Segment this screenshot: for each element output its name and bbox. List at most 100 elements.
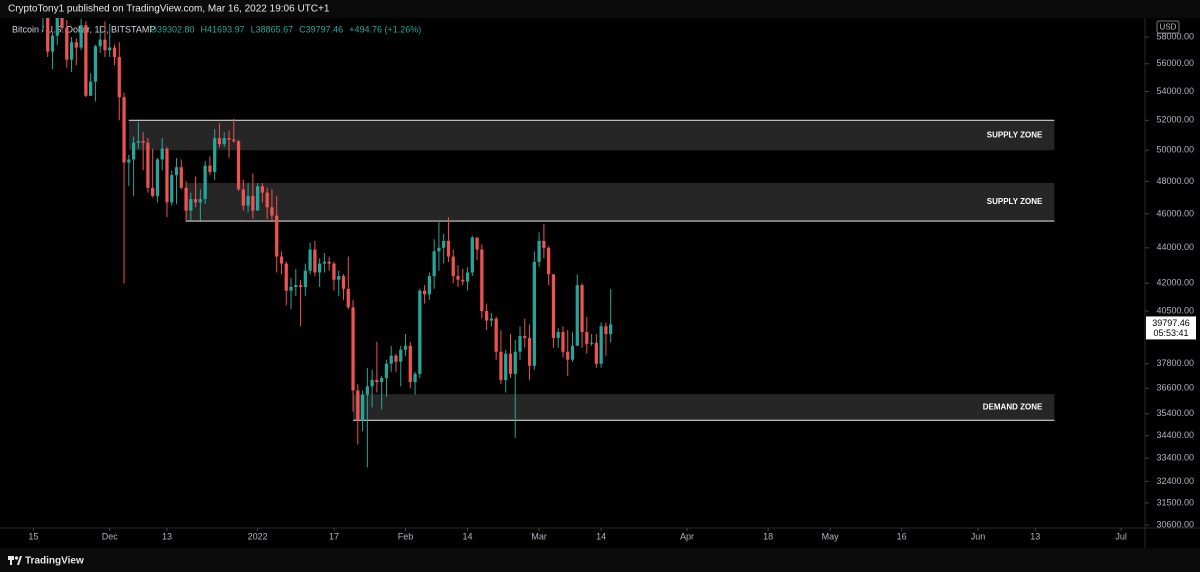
y-tick-label: 35400.00	[1156, 408, 1194, 418]
price-axis: 58000.00 56000.00 54000.00 52000.00 50000.00…	[1145, 31, 1194, 529]
y-tick-label: 48000.00	[1156, 176, 1194, 186]
candle-body	[127, 159, 131, 163]
candle-body	[55, 18, 59, 36]
candle-body	[98, 39, 102, 47]
candle-body	[422, 290, 427, 295]
x-tick-label: 18	[763, 531, 773, 541]
candle-body	[356, 390, 360, 421]
candle-body	[384, 363, 389, 378]
x-tick-label: Feb	[398, 531, 414, 541]
y-tick-label: 58000.00	[1156, 31, 1194, 41]
candle-body	[298, 285, 303, 287]
candle-body	[461, 279, 465, 282]
candle-body	[279, 256, 284, 264]
x-tick-label: 13	[1030, 531, 1040, 541]
last-price-box	[1146, 316, 1196, 340]
candle-body	[179, 167, 183, 188]
candle-body	[146, 142, 150, 188]
candle-body	[108, 47, 112, 51]
candle-body	[232, 139, 236, 142]
candle-body	[103, 39, 107, 51]
candle-body	[241, 189, 245, 206]
candle-body	[566, 351, 570, 360]
candle-body	[60, 18, 64, 28]
candles	[42, 18, 613, 468]
candle-body	[332, 263, 336, 280]
last-price: 39797.46	[1152, 318, 1190, 328]
legend-value: +494.76 (+1.26%)	[349, 24, 421, 34]
zone-box	[186, 182, 1055, 222]
y-tick-label: 31500.00	[1156, 497, 1194, 507]
x-tick-label: 2022	[248, 531, 268, 541]
candle-body	[547, 247, 551, 275]
candle-body	[370, 380, 374, 387]
candle-body	[155, 159, 160, 196]
brand: TradingView	[25, 556, 84, 567]
y-tick-label: 36600.00	[1156, 383, 1194, 393]
candle-body	[327, 261, 331, 264]
legend-value: H41693.97	[201, 24, 245, 34]
candle-body	[46, 18, 50, 52]
y-tick-label: 33400.00	[1156, 453, 1194, 463]
candle-body	[318, 263, 322, 273]
candle-body	[523, 335, 527, 338]
candle-body	[65, 27, 69, 60]
candle-body	[313, 249, 317, 273]
ohlc-legend: O39302.80 H41693.97 L38865.67 C39797.46 +494…	[150, 24, 421, 34]
y-tick-label: 40500.00	[1156, 305, 1194, 315]
candle-body	[489, 318, 494, 321]
candle-body	[213, 138, 217, 172]
x-tick-label: Dec	[102, 531, 119, 541]
y-tick-label: 52000.00	[1156, 115, 1194, 125]
footer-bar	[0, 548, 1200, 572]
candle-body	[117, 56, 121, 98]
candle-body	[203, 165, 207, 200]
zone-label: SUPPLY ZONE	[987, 197, 1043, 206]
candle-body	[561, 332, 565, 352]
x-tick-label: 14	[463, 531, 473, 541]
legend-value: C39797.46	[299, 24, 343, 34]
y-tick-label: 54000.00	[1156, 86, 1194, 96]
candle-body	[89, 81, 93, 96]
candle-body	[551, 274, 556, 338]
x-tick-label: May	[822, 531, 840, 541]
candle-body	[499, 351, 503, 381]
candle-body	[270, 207, 274, 216]
candle-body	[69, 42, 74, 60]
candle-body	[227, 138, 231, 140]
candle-body	[575, 285, 579, 346]
candle-body	[160, 148, 164, 160]
zones	[128, 119, 1055, 421]
x-tick-label: 14	[596, 531, 606, 541]
candle-body	[93, 46, 98, 82]
candle-body	[537, 240, 541, 262]
candle-body	[260, 186, 265, 193]
candle-body	[360, 394, 365, 421]
candle-body	[303, 270, 307, 287]
candle-body	[351, 307, 355, 391]
candle-body	[470, 237, 474, 273]
legend-value: L38865.67	[251, 24, 294, 34]
candle-body	[494, 318, 498, 352]
candle-body	[189, 199, 193, 211]
candle-body	[170, 175, 174, 203]
candle-body	[184, 187, 188, 211]
candle-body	[122, 97, 126, 163]
y-tick-label: 56000.00	[1156, 58, 1194, 68]
candle-body	[289, 286, 293, 291]
candle-body	[609, 324, 613, 334]
y-tick-label: 50000.00	[1156, 145, 1194, 155]
candle-body	[589, 342, 594, 344]
candle-body	[74, 42, 78, 48]
brand-logo	[8, 556, 22, 565]
candle-body	[442, 240, 446, 248]
candle-body	[198, 199, 202, 203]
candle-body	[265, 192, 269, 208]
y-tick-label: 32400.00	[1156, 476, 1194, 486]
candle-body	[346, 288, 350, 308]
candle-body	[432, 251, 436, 277]
header-bar	[0, 0, 1200, 18]
candle-body	[475, 237, 479, 250]
